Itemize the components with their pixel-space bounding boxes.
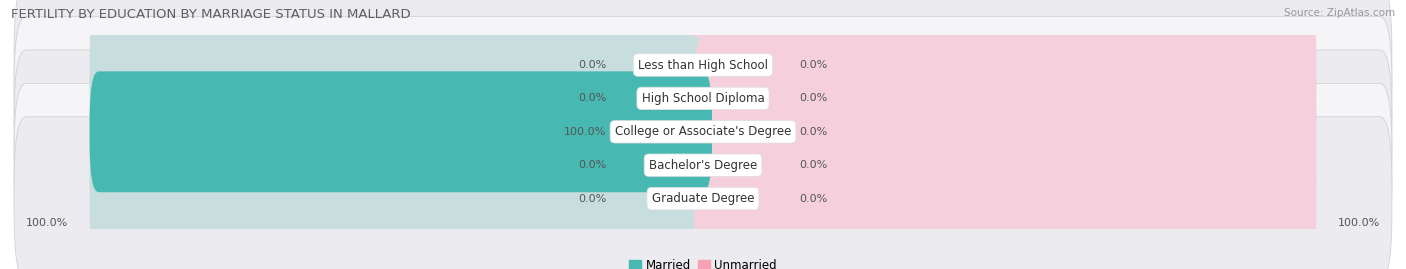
Text: 0.0%: 0.0% [800,60,828,70]
Text: 100.0%: 100.0% [27,218,69,228]
FancyBboxPatch shape [90,138,711,259]
Text: Source: ZipAtlas.com: Source: ZipAtlas.com [1284,8,1395,18]
FancyBboxPatch shape [90,5,711,125]
Text: Bachelor's Degree: Bachelor's Degree [650,159,756,172]
Text: High School Diploma: High School Diploma [641,92,765,105]
FancyBboxPatch shape [90,105,711,226]
FancyBboxPatch shape [14,83,1392,247]
Text: Graduate Degree: Graduate Degree [652,192,754,205]
FancyBboxPatch shape [695,38,1316,159]
FancyBboxPatch shape [90,38,711,159]
FancyBboxPatch shape [14,50,1392,214]
FancyBboxPatch shape [695,105,1316,226]
FancyBboxPatch shape [14,0,1392,147]
Text: 0.0%: 0.0% [800,127,828,137]
Text: 0.0%: 0.0% [578,194,606,204]
FancyBboxPatch shape [90,71,711,192]
Text: Less than High School: Less than High School [638,59,768,72]
Legend: Married, Unmarried: Married, Unmarried [624,254,782,269]
Text: 0.0%: 0.0% [800,160,828,170]
Text: 0.0%: 0.0% [578,93,606,103]
FancyBboxPatch shape [14,117,1392,269]
FancyBboxPatch shape [695,71,1316,192]
Text: 100.0%: 100.0% [564,127,606,137]
Text: 0.0%: 0.0% [578,160,606,170]
FancyBboxPatch shape [695,5,1316,125]
FancyBboxPatch shape [695,138,1316,259]
Text: College or Associate's Degree: College or Associate's Degree [614,125,792,138]
Text: FERTILITY BY EDUCATION BY MARRIAGE STATUS IN MALLARD: FERTILITY BY EDUCATION BY MARRIAGE STATU… [11,8,411,21]
FancyBboxPatch shape [90,71,711,192]
Text: 0.0%: 0.0% [800,194,828,204]
Text: 0.0%: 0.0% [800,93,828,103]
Text: 0.0%: 0.0% [578,60,606,70]
FancyBboxPatch shape [14,17,1392,180]
Text: 100.0%: 100.0% [1337,218,1379,228]
